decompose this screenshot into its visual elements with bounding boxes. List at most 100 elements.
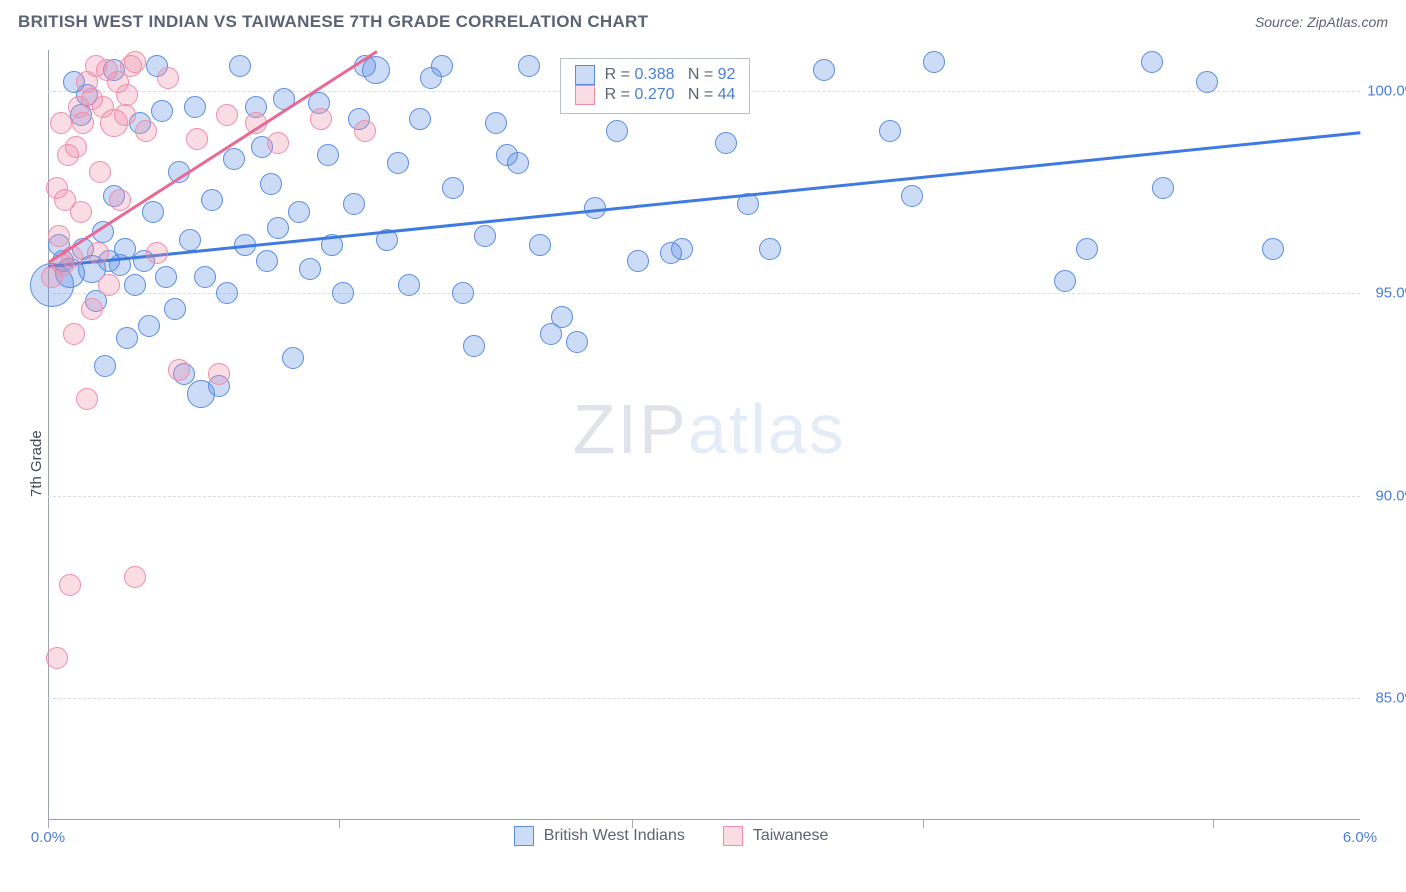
- y-tick-label: 100.0%: [1367, 82, 1406, 99]
- y-axis-line: [48, 50, 49, 820]
- data-point: [398, 274, 420, 296]
- gridline: [48, 698, 1360, 699]
- data-point: [343, 193, 365, 215]
- data-point: [201, 189, 223, 211]
- data-point: [299, 258, 321, 280]
- series-legend: British West IndiansTaiwanese: [514, 826, 857, 846]
- data-point: [89, 161, 111, 183]
- data-point: [1054, 270, 1076, 292]
- data-point: [387, 152, 409, 174]
- data-point: [216, 104, 238, 126]
- legend-text: R = 0.388 N = 92: [605, 66, 736, 84]
- data-point: [1076, 238, 1098, 260]
- gridline: [48, 496, 1360, 497]
- data-point: [155, 266, 177, 288]
- data-point: [715, 132, 737, 154]
- x-tick: [1213, 820, 1214, 828]
- data-point: [184, 96, 206, 118]
- data-point: [879, 120, 901, 142]
- legend-swatch-icon: [575, 65, 595, 85]
- data-point: [179, 229, 201, 251]
- data-point: [114, 104, 136, 126]
- y-tick-label: 85.0%: [1375, 690, 1406, 707]
- chart-source: Source: ZipAtlas.com: [1255, 14, 1388, 30]
- data-point: [109, 189, 131, 211]
- legend-swatch-icon: [575, 85, 595, 105]
- data-point: [759, 238, 781, 260]
- data-point: [260, 173, 282, 195]
- data-point: [76, 388, 98, 410]
- plot-area: 85.0%90.0%95.0%100.0%0.0%6.0%ZIPatlasR =…: [48, 50, 1360, 820]
- data-point: [87, 242, 109, 264]
- data-point: [507, 152, 529, 174]
- x-axis-line: [48, 819, 1360, 820]
- data-point: [566, 331, 588, 353]
- legend-text: R = 0.270 N = 44: [605, 86, 736, 104]
- data-point: [431, 55, 453, 77]
- legend-swatch-icon: [514, 826, 534, 846]
- data-point: [671, 238, 693, 260]
- trend-line: [48, 131, 1360, 268]
- x-max-label: 6.0%: [1343, 829, 1377, 846]
- data-point: [442, 177, 464, 199]
- data-point: [142, 201, 164, 223]
- data-point: [65, 136, 87, 158]
- watermark: ZIPatlas: [573, 389, 846, 469]
- data-point: [116, 327, 138, 349]
- data-point: [627, 250, 649, 272]
- data-point: [332, 282, 354, 304]
- data-point: [94, 355, 116, 377]
- data-point: [901, 185, 923, 207]
- x-tick: [923, 820, 924, 828]
- data-point: [124, 51, 146, 73]
- data-point: [59, 574, 81, 596]
- data-point: [317, 144, 339, 166]
- data-point: [354, 120, 376, 142]
- data-point: [310, 108, 332, 130]
- data-point: [186, 128, 208, 150]
- data-point: [923, 51, 945, 73]
- data-point: [485, 112, 507, 134]
- legend-row: R = 0.388 N = 92: [575, 65, 736, 85]
- x-tick: [339, 820, 340, 828]
- data-point: [168, 359, 190, 381]
- data-point: [135, 120, 157, 142]
- correlation-legend: R = 0.388 N = 92 R = 0.270 N = 44: [560, 58, 751, 114]
- data-point: [151, 100, 173, 122]
- data-point: [229, 55, 251, 77]
- data-point: [452, 282, 474, 304]
- data-point: [194, 266, 216, 288]
- data-point: [606, 120, 628, 142]
- data-point: [63, 323, 85, 345]
- data-point: [1141, 51, 1163, 73]
- data-point: [116, 84, 138, 106]
- data-point: [81, 298, 103, 320]
- data-point: [463, 335, 485, 357]
- data-point: [1152, 177, 1174, 199]
- x-tick: [48, 820, 49, 828]
- legend-swatch-icon: [723, 826, 743, 846]
- data-point: [518, 55, 540, 77]
- y-axis-label: 7th Grade: [28, 430, 45, 497]
- data-point: [551, 306, 573, 328]
- data-point: [1262, 238, 1284, 260]
- y-tick-label: 90.0%: [1375, 487, 1406, 504]
- x-min-label: 0.0%: [31, 829, 65, 846]
- data-point: [529, 234, 551, 256]
- data-point: [223, 148, 245, 170]
- data-point: [164, 298, 186, 320]
- chart-title: BRITISH WEST INDIAN VS TAIWANESE 7TH GRA…: [18, 12, 648, 32]
- data-point: [138, 315, 160, 337]
- y-tick-label: 95.0%: [1375, 285, 1406, 302]
- data-point: [1196, 71, 1218, 93]
- data-point: [267, 217, 289, 239]
- chart-header: BRITISH WEST INDIAN VS TAIWANESE 7TH GRA…: [0, 0, 1406, 44]
- data-point: [282, 347, 304, 369]
- data-point: [256, 250, 278, 272]
- data-point: [474, 225, 496, 247]
- data-point: [288, 201, 310, 223]
- data-point: [46, 647, 68, 669]
- data-point: [48, 225, 70, 247]
- data-point: [70, 201, 92, 223]
- data-point: [146, 242, 168, 264]
